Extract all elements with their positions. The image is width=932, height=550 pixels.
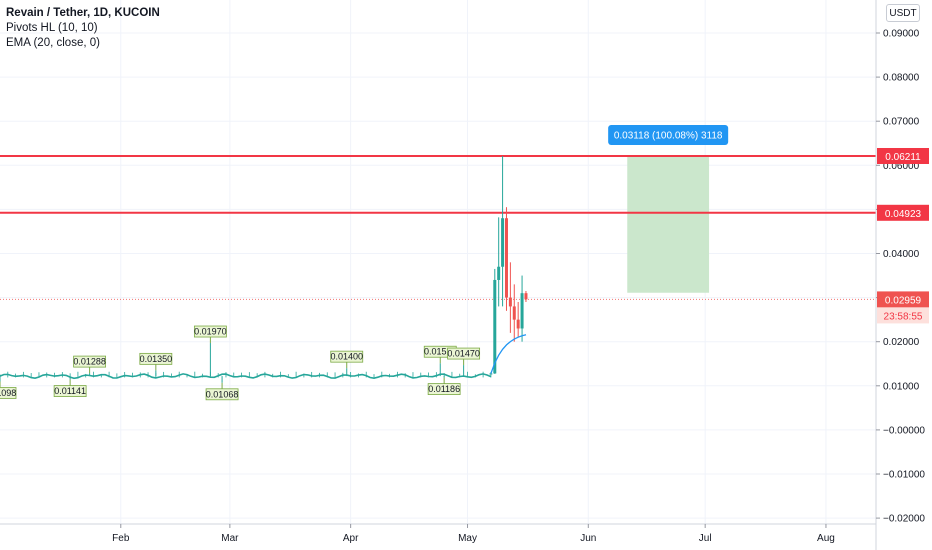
pivot-box	[447, 347, 481, 360]
pivots-indicator-label[interactable]: Pivots HL (10, 10)	[6, 22, 98, 34]
time-tick-label: Jun	[580, 533, 596, 544]
price-tick-label: 0.01000	[883, 381, 920, 392]
horizontal-lines[interactable]	[0, 154, 876, 300]
time-axis[interactable]: Feb Mar Apr May Jun Jul Aug	[0, 523, 876, 544]
price-tick-label: 0.08000	[883, 73, 920, 84]
measure-zone[interactable]	[627, 155, 710, 293]
price-tick-label: −0.01000	[883, 470, 925, 481]
countdown-label: 23:58:55	[884, 311, 923, 322]
baseline-series	[0, 343, 492, 383]
ema-line	[490, 334, 527, 374]
measure-badge	[608, 124, 729, 145]
ema-curve	[490, 334, 527, 374]
candle-body	[497, 266, 501, 280]
candle-body	[520, 293, 524, 329]
pivot-box	[0, 387, 17, 399]
hline-price-badge-bg	[877, 147, 929, 164]
candle-body	[504, 218, 508, 298]
countdown-bg	[877, 307, 929, 324]
pivot-label: 0.01068	[206, 389, 239, 399]
hline-price-badge: 0.04923	[885, 209, 922, 220]
time-tick-label: Mar	[221, 533, 239, 544]
pivot-label: 0.01400	[330, 352, 363, 362]
time-tick-label: Apr	[343, 533, 359, 544]
time-tick-label: May	[458, 533, 477, 544]
price-tick-label: 0.02000	[883, 337, 920, 348]
time-tick-label: Aug	[817, 533, 835, 544]
ema-indicator-label[interactable]: EMA (20, close, 0)	[6, 37, 100, 49]
pivot-box	[53, 385, 87, 397]
candle-body	[516, 319, 520, 329]
time-tick-label: Feb	[112, 533, 130, 544]
price-tick-label: 0.09000	[883, 29, 920, 40]
pivot-label: 0.01288	[73, 357, 106, 367]
target-zone[interactable]: 0.03118 (100.08%) 3118	[608, 124, 729, 293]
price-tick-label: −0.00000	[883, 425, 925, 436]
pivot-labels: 0.01288 0.01350 0.01970 0.01400 0.015120.014…	[0, 325, 481, 401]
pivot-label: 0.01141	[54, 386, 86, 396]
pivot-box	[205, 388, 239, 401]
candles	[489, 156, 528, 375]
pivot-label: 0.01970	[194, 327, 227, 337]
chart-grid	[0, 0, 876, 524]
current-price-badge-bg	[877, 291, 929, 308]
time-tick-label: Jul	[699, 533, 712, 544]
candle-body	[508, 297, 512, 307]
candle-body	[489, 373, 493, 375]
price-tick-label: 0.06000	[883, 161, 920, 172]
pivot-label: 0.01470	[447, 349, 480, 359]
pivot-label: 0.01350	[140, 354, 173, 364]
chart-legend: Revain / Tether, 1D, KUCOIN Pivots HL (1…	[6, 6, 160, 51]
pivot-label: 0.01512	[424, 347, 457, 357]
current-price-badge: 0.02959	[885, 295, 922, 306]
hline-price-badge: 0.06211	[885, 152, 921, 163]
price-tick-label: 0.07000	[883, 117, 920, 128]
price-tick-label: −0.02000	[883, 514, 925, 525]
currency-unit-button[interactable]: USDT	[886, 4, 920, 22]
pivot-label: 0.01098	[0, 388, 16, 398]
hline-price-badge-bg	[877, 204, 929, 221]
price-badges: 0.06211 0.04923 0.02959 23:58:55	[877, 147, 929, 324]
measure-label: 0.03118 (100.08%) 3118	[614, 130, 723, 141]
pivot-box	[193, 325, 227, 338]
pivot-box	[427, 383, 461, 395]
pivot-label: 0.01186	[428, 384, 460, 394]
candle-body	[524, 293, 528, 300]
pivot-box	[330, 350, 364, 363]
price-axis[interactable]: 0.090000.080000.070000.060000.050000.040…	[875, 0, 925, 550]
price-tick-label: 0.04000	[883, 249, 920, 260]
pivot-box	[139, 352, 173, 365]
symbol-title[interactable]: Revain / Tether, 1D, KUCOIN	[6, 7, 160, 19]
pivot-box	[73, 355, 107, 368]
candle-body	[493, 279, 497, 374]
baseline-trace	[0, 373, 492, 380]
candle-body	[512, 306, 516, 320]
candle-body	[501, 218, 505, 267]
